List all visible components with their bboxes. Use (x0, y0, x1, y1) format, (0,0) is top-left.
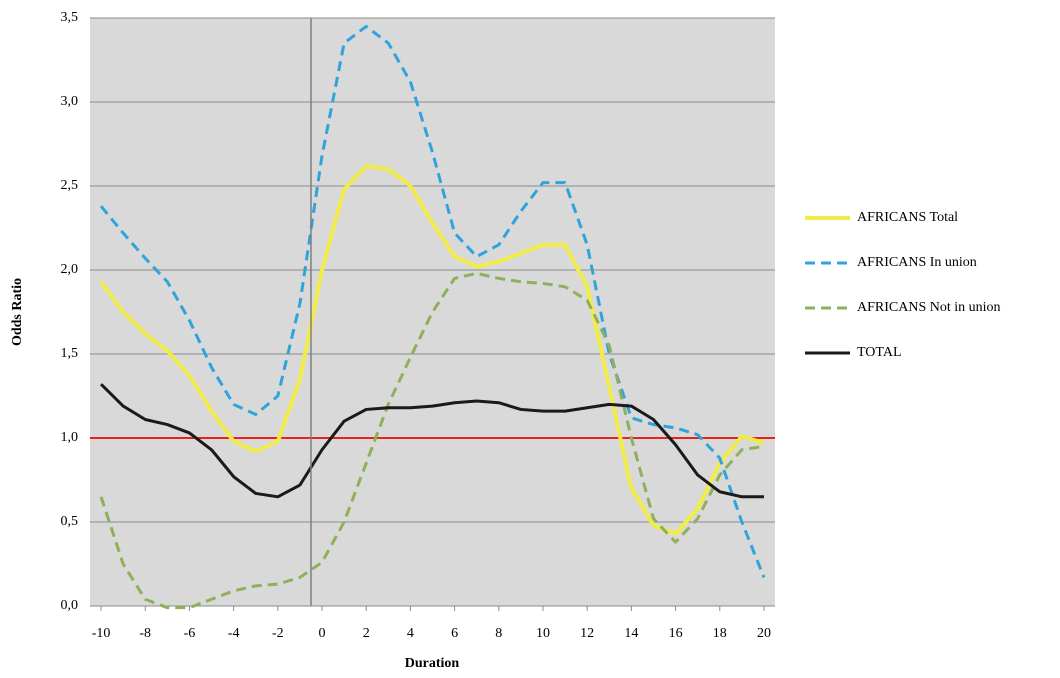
legend-label: AFRICANS In union (857, 255, 977, 270)
x-tick-label: -2 (272, 626, 284, 641)
x-tick-label: 18 (713, 626, 727, 641)
x-tick-label: -4 (228, 626, 240, 641)
x-axis-title: Duration (405, 656, 460, 671)
series-line (99, 24, 766, 578)
y-tick-label: 1,5 (61, 346, 79, 361)
series-line (99, 383, 764, 499)
y-axis-title: Odds Ratio (10, 278, 25, 346)
series-line (99, 271, 765, 610)
x-tick-label: -8 (139, 626, 151, 641)
y-tick-label: 2,5 (61, 178, 79, 193)
x-tick-label: 14 (624, 626, 638, 641)
plot-area (90, 18, 775, 606)
legend-label: TOTAL (857, 345, 902, 360)
series-line (99, 163, 765, 536)
x-tick-label: 16 (669, 626, 683, 641)
x-tick-label: 8 (495, 626, 502, 641)
x-tick-label: 12 (580, 626, 594, 641)
y-tick-label: 1,0 (61, 430, 79, 445)
legend-label: AFRICANS Total (857, 210, 958, 225)
x-tick-label: 4 (407, 626, 414, 641)
x-tick-label: -6 (184, 626, 196, 641)
y-tick-label: 0,5 (61, 514, 79, 529)
x-tick-label: 20 (757, 626, 771, 641)
x-tick-label: 10 (536, 626, 550, 641)
x-tick-label: 2 (363, 626, 370, 641)
x-tick-label: 6 (451, 626, 458, 641)
y-tick-label: 3,5 (61, 10, 79, 25)
y-tick-label: 3,0 (61, 94, 79, 109)
y-tick-label: 0,0 (61, 598, 79, 613)
y-tick-label: 2,0 (61, 262, 79, 277)
x-tick-label: 0 (319, 626, 326, 641)
legend-label: AFRICANS Not in union (857, 300, 1001, 315)
x-tick-label: -10 (92, 626, 111, 641)
